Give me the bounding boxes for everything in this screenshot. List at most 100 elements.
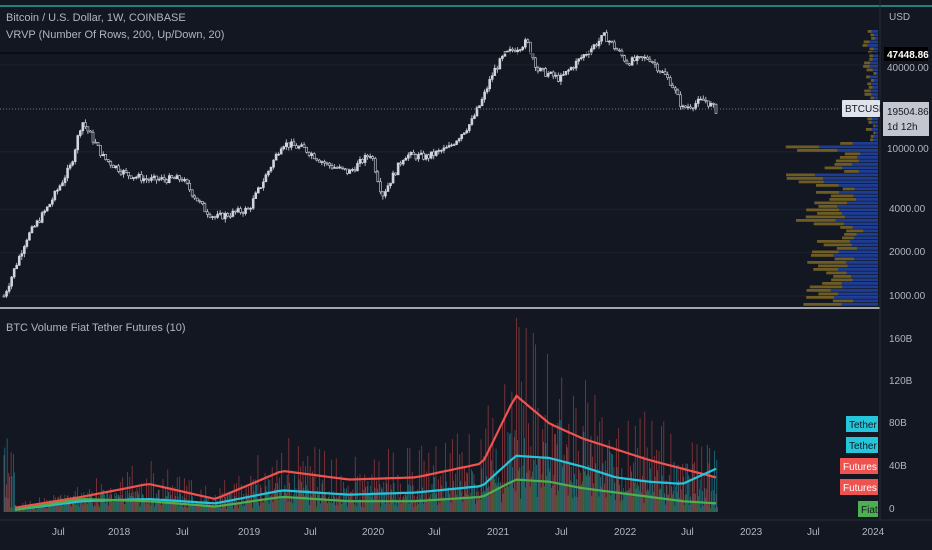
price-candle	[345, 168, 349, 174]
volume-profile-row-down	[806, 289, 831, 292]
price-candle	[328, 162, 331, 166]
price-candle	[315, 158, 319, 161]
price-candle	[597, 40, 601, 47]
price-candle	[43, 210, 46, 213]
volume-profile-row-up	[847, 201, 878, 205]
price-candle	[279, 148, 283, 155]
price-candle	[256, 187, 260, 194]
price-candle	[371, 156, 375, 159]
volume-profile-row-down	[873, 131, 875, 135]
price-candle	[694, 103, 697, 109]
price-candle	[475, 107, 479, 117]
price-candle	[646, 56, 649, 60]
volume-profile-row-up	[841, 212, 878, 215]
price-candle	[104, 154, 108, 160]
futures-tag	[840, 479, 878, 495]
time-tick: Jul	[555, 527, 568, 538]
time-tick: Jul	[52, 527, 65, 538]
price-candle	[132, 177, 135, 179]
volume-profile-row-up	[834, 296, 878, 299]
volume-profile-row-up	[837, 149, 878, 152]
price-candle	[145, 178, 148, 180]
price-candle	[452, 144, 456, 146]
volume-profile-row-down	[818, 205, 838, 208]
price-candle	[2, 295, 6, 298]
high-marker-value: 47448.86	[887, 50, 929, 61]
price-candle	[562, 74, 565, 76]
price-candle	[282, 146, 286, 150]
price-tick: 10000.00	[887, 144, 929, 155]
volume-profile-row-down	[817, 240, 850, 243]
price-candle	[211, 216, 214, 218]
price-candle	[544, 68, 547, 77]
volume-profile-row-down	[817, 212, 842, 215]
volume-profile-row-up	[875, 72, 878, 75]
price-candle	[442, 147, 446, 151]
volume-profile-row-down	[785, 145, 819, 149]
price-candle	[17, 255, 21, 266]
price-candle	[101, 154, 105, 156]
volume-profile-row-up	[871, 82, 878, 86]
price-candle	[656, 63, 659, 72]
volume-profile-row-down	[869, 58, 873, 61]
price-candle	[635, 56, 639, 61]
fiat-average-line	[14, 478, 717, 511]
price-candle	[175, 175, 179, 180]
price-candle	[602, 32, 606, 36]
price-candle	[470, 118, 474, 125]
volume-profile-row-up	[841, 282, 878, 285]
price-candle	[28, 232, 31, 241]
volume-profile-row-down	[873, 72, 876, 75]
price-candle	[607, 40, 611, 43]
price-candle	[76, 135, 80, 151]
price-candle	[33, 225, 36, 228]
price-candle	[633, 57, 636, 61]
price-candle	[485, 88, 489, 93]
volume-profile-row-down	[844, 170, 859, 173]
price-candle	[35, 220, 39, 227]
price-candle	[206, 211, 209, 215]
price-candle	[183, 178, 186, 182]
vrvp-indicator-title[interactable]: VRVP (Number Of Rows, 200, Up/Down, 20)	[6, 29, 225, 41]
price-candle	[185, 178, 189, 184]
last-price-value: 19504.86	[887, 107, 929, 118]
volume-indicator-title[interactable]: BTC Volume Fiat Tether Futures (10)	[6, 322, 186, 334]
price-candle	[518, 49, 522, 51]
time-axis[interactable]: Jul 2018 Jul 2019 Jul 2020 Jul 2021 Jul …	[52, 527, 885, 538]
price-candle	[117, 165, 120, 172]
symbol-title[interactable]: Bitcoin / U.S. Dollar, 1W, COINBASE	[6, 12, 186, 24]
volume-profile-row-down	[862, 44, 868, 47]
price-candle	[10, 276, 13, 287]
price-candle	[630, 57, 634, 66]
price-candle	[394, 172, 397, 176]
price-candle	[96, 142, 100, 146]
price-candle	[653, 62, 657, 65]
price-candle	[554, 74, 558, 77]
price-candle	[643, 56, 647, 59]
price-candle	[244, 207, 247, 214]
price-candle	[226, 213, 230, 217]
price-candle	[213, 216, 217, 218]
price-candle	[714, 103, 718, 114]
price-candle	[493, 67, 497, 76]
price-candle	[340, 166, 344, 169]
price-candle	[353, 169, 357, 172]
price-candle	[368, 156, 372, 158]
volume-profile-row-down	[865, 128, 872, 131]
tether-tag	[846, 416, 878, 432]
volume-profile-row-up	[873, 138, 878, 142]
price-candle	[86, 126, 90, 132]
price-candle	[585, 54, 588, 56]
volume-tick: 120B	[889, 376, 913, 387]
time-tick: Jul	[304, 527, 317, 538]
volume-profile-row-down	[869, 54, 873, 58]
price-candle	[249, 207, 252, 210]
price-candle	[234, 210, 237, 213]
volume-profile-row-down	[846, 229, 864, 233]
price-candle	[567, 69, 570, 72]
volume-profile-row-up	[858, 170, 878, 173]
price-candle	[638, 56, 642, 58]
price-candle	[521, 46, 525, 50]
price-candle	[379, 181, 382, 193]
